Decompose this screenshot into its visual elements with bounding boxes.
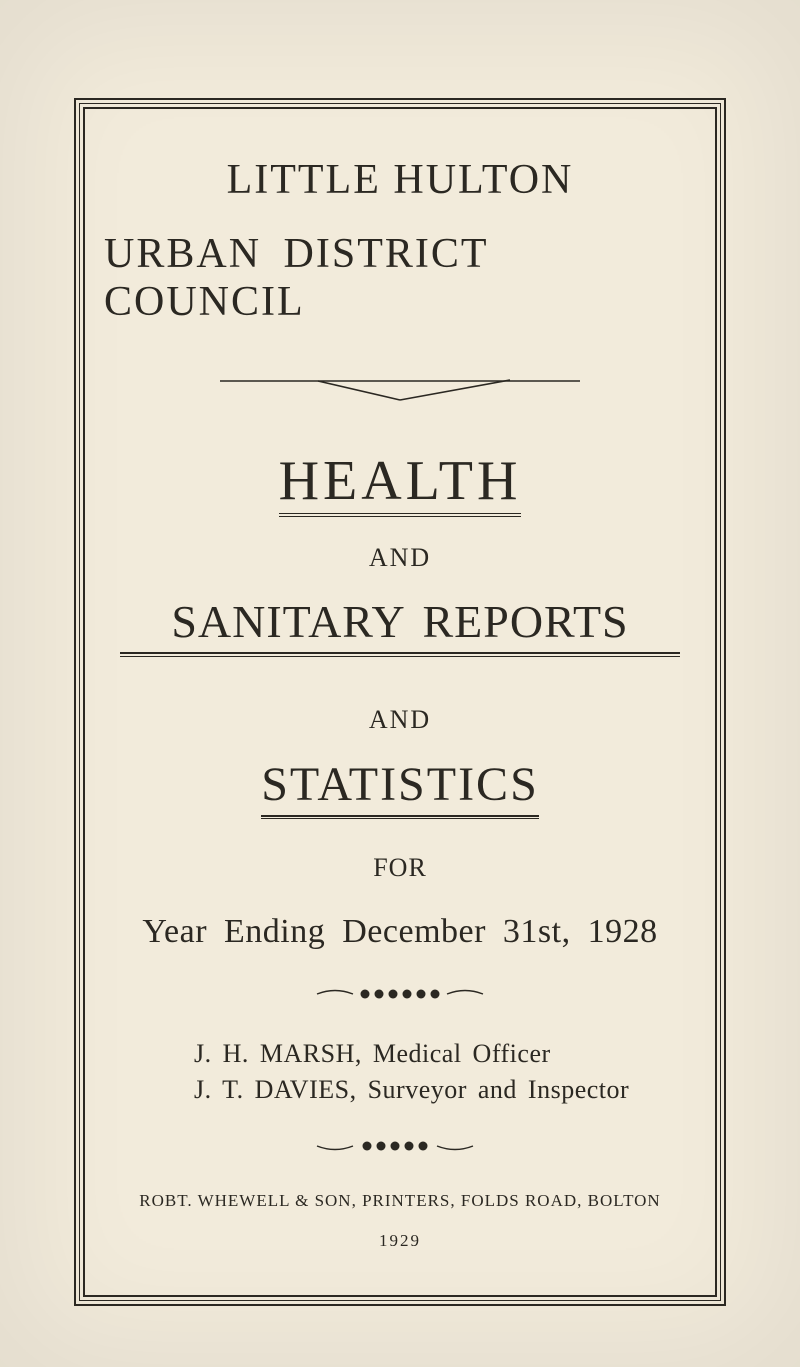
heading-health-wrap: HEALTH — [279, 448, 522, 517]
envelope-divider-icon — [220, 374, 580, 404]
title-line-2: URBAN DISTRICT COUNCIL — [104, 230, 696, 326]
sanitary-underline — [120, 652, 680, 657]
flourish-icon — [315, 1137, 485, 1155]
content-area: LITTLE HULTON URBAN DISTRICT COUNCIL HEA… — [104, 128, 696, 1276]
officers-block: J. H. MARSH, Medical Officer J. T. DAVIE… — [104, 1033, 696, 1111]
flourish-icon — [315, 985, 485, 1003]
envelope-divider — [220, 374, 580, 404]
ornament-divider-2 — [315, 1137, 485, 1155]
year-ending-line: Year Ending December 31st, 1928 — [142, 913, 657, 951]
heading-and-1: AND — [369, 543, 431, 573]
heading-health: HEALTH — [279, 452, 522, 517]
publication-year: 1929 — [379, 1231, 421, 1251]
printer-line: ROBT. WHEWELL & SON, PRINTERS, FOLDS ROA… — [139, 1191, 660, 1211]
heading-and-2: AND — [369, 705, 431, 735]
heading-sanitary-wrap: SANITARY REPORTS — [120, 595, 680, 679]
ornament-divider-1 — [315, 985, 485, 1003]
heading-sanitary: SANITARY REPORTS — [171, 596, 628, 647]
medical-officer-line: J. H. MARSH, Medical Officer — [194, 1039, 696, 1069]
page-frame: LITTLE HULTON URBAN DISTRICT COUNCIL HEA… — [74, 98, 726, 1306]
heading-statistics-wrap: STATISTICS — [261, 757, 539, 817]
title-line-1: LITTLE HULTON — [227, 156, 574, 204]
surveyor-line: J. T. DAVIES, Surveyor and Inspector — [194, 1075, 696, 1105]
heading-statistics: STATISTICS — [261, 758, 539, 811]
heading-for: FOR — [373, 853, 427, 883]
